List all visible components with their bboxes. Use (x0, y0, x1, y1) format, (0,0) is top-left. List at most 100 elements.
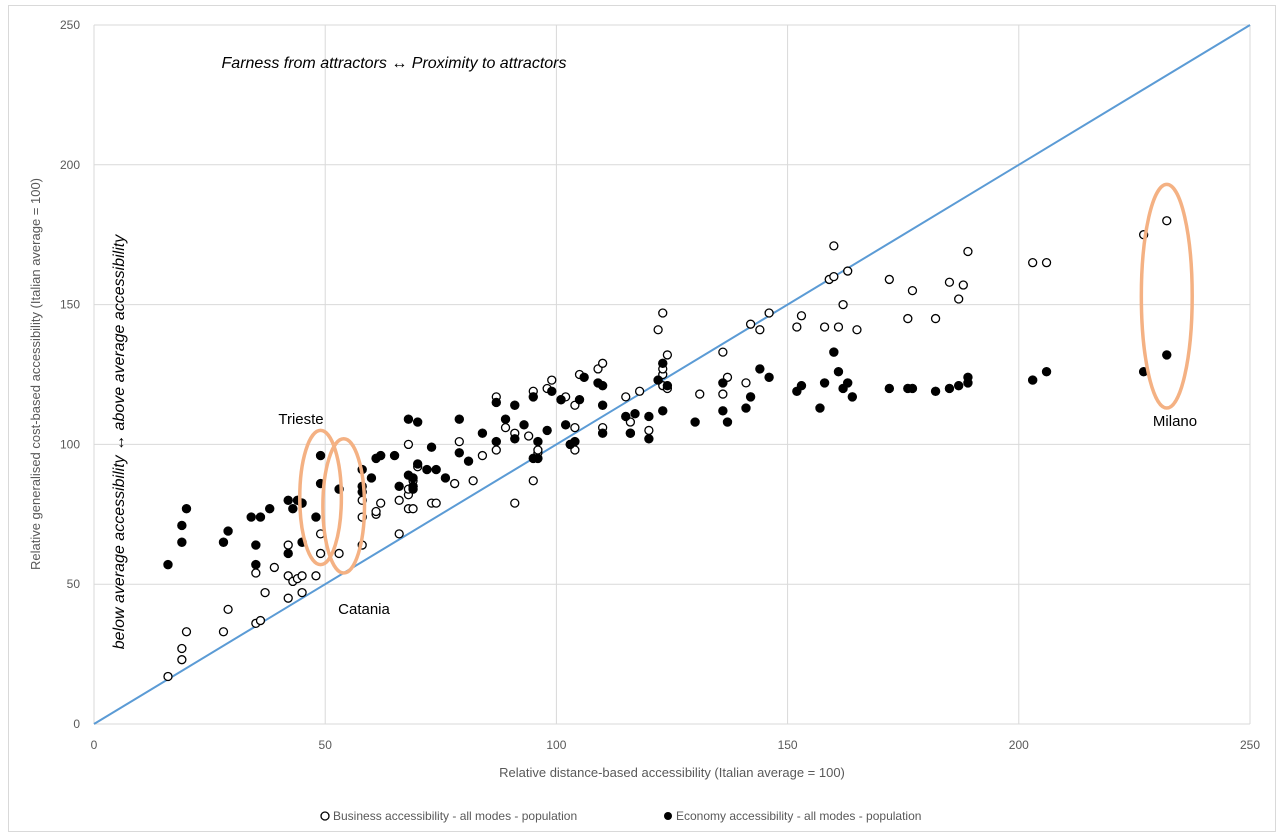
business-point (269, 562, 279, 573)
axis-ticks: 0 50 100 150 200 250 0 50 100 150 200 250 (60, 18, 1260, 752)
top-annotation: Farness from attractors ↔ Proximity to a… (222, 55, 567, 72)
economy-point (690, 417, 700, 427)
business-point (255, 615, 266, 626)
economy-point (718, 378, 728, 388)
economy-point (944, 383, 955, 394)
economy-point (597, 380, 608, 391)
business-point (907, 285, 918, 296)
economy-point (597, 400, 608, 410)
legend: Business accessibility - all modes - pop… (320, 809, 921, 823)
economy-point (412, 459, 423, 469)
business-point (163, 671, 173, 682)
economy-point (1162, 350, 1172, 360)
economy-point (389, 450, 400, 461)
economy-point (556, 394, 566, 405)
data-points (163, 216, 1172, 682)
economy-point (653, 375, 663, 385)
business-point (658, 308, 668, 318)
economy-point (408, 484, 418, 494)
business-point (491, 445, 501, 455)
business-point (334, 548, 344, 559)
economy-point (625, 428, 636, 438)
business-point (500, 422, 511, 433)
business-point (796, 311, 807, 321)
business-point (223, 604, 233, 615)
gridlines (93, 24, 1251, 725)
business-point (260, 587, 270, 598)
economy-point (223, 526, 233, 536)
economy-point (454, 448, 464, 458)
business-point (533, 445, 543, 455)
business-point (394, 495, 404, 505)
business-point (963, 246, 973, 257)
economy-point (181, 504, 192, 514)
x-tick-label: 50 (319, 738, 333, 752)
economy-point (542, 425, 552, 436)
economy-point (533, 436, 543, 447)
business-point (454, 436, 464, 447)
business-point (403, 439, 414, 450)
business-point (843, 266, 853, 276)
economy-point (528, 392, 538, 402)
x-tick-label: 250 (1240, 738, 1260, 752)
economy-point (963, 372, 973, 382)
economy-point (644, 411, 654, 422)
economy-point (510, 400, 520, 410)
economy-point (741, 403, 751, 413)
business-point (958, 280, 968, 290)
business-point (621, 392, 631, 402)
economy-point (283, 495, 293, 506)
highlight-ellipse-milano (1139, 182, 1194, 410)
business-point (177, 655, 187, 665)
economy-point (422, 464, 432, 475)
business-point (741, 378, 751, 388)
business-point (315, 548, 326, 559)
economy-point (426, 442, 437, 452)
business-point (944, 277, 955, 287)
business-point (311, 571, 321, 581)
business-point (745, 319, 756, 329)
label-catania: Catania (338, 601, 390, 618)
business-point (819, 322, 830, 332)
legend-marker-economy (664, 812, 672, 820)
economy-point (477, 428, 488, 438)
economy-point (366, 473, 377, 483)
label-trieste: Trieste (278, 411, 323, 428)
y-axis-title: Relative generalised cost-based accessib… (28, 178, 43, 570)
economy-point (394, 481, 404, 492)
economy-point (246, 512, 256, 522)
business-point (852, 325, 862, 335)
business-point (477, 450, 488, 461)
y-tick-label: 50 (67, 577, 81, 591)
economy-point (644, 434, 654, 444)
side-annotation: below average accessibility ↔ above aver… (111, 234, 128, 649)
x-tick-label: 0 (91, 738, 98, 752)
economy-point (1041, 367, 1052, 377)
business-point (297, 571, 307, 581)
economy-point (547, 386, 557, 396)
business-point (218, 627, 229, 637)
business-point (792, 322, 802, 332)
x-tick-label: 100 (546, 738, 566, 752)
legend-label-business: Business accessibility - all modes - pop… (333, 809, 577, 823)
economy-point (431, 464, 441, 475)
economy-point (630, 408, 640, 419)
x-axis-title: Relative distance-based accessibility (I… (499, 765, 845, 780)
business-point (662, 350, 673, 360)
economy-point (311, 512, 321, 522)
x-tick-label: 150 (778, 738, 798, 752)
economy-point (815, 403, 825, 413)
economy-point (884, 383, 895, 394)
economy-point (819, 378, 830, 388)
business-point (394, 529, 404, 539)
economy-point (403, 414, 414, 424)
business-point (718, 389, 728, 399)
economy-point (408, 473, 418, 483)
legend-label-economy: Economy accessibility - all modes - popu… (676, 809, 921, 823)
business-point (177, 643, 187, 654)
economy-point (491, 397, 501, 408)
business-point (468, 476, 478, 486)
economy-point (265, 504, 275, 514)
business-point (829, 271, 839, 282)
